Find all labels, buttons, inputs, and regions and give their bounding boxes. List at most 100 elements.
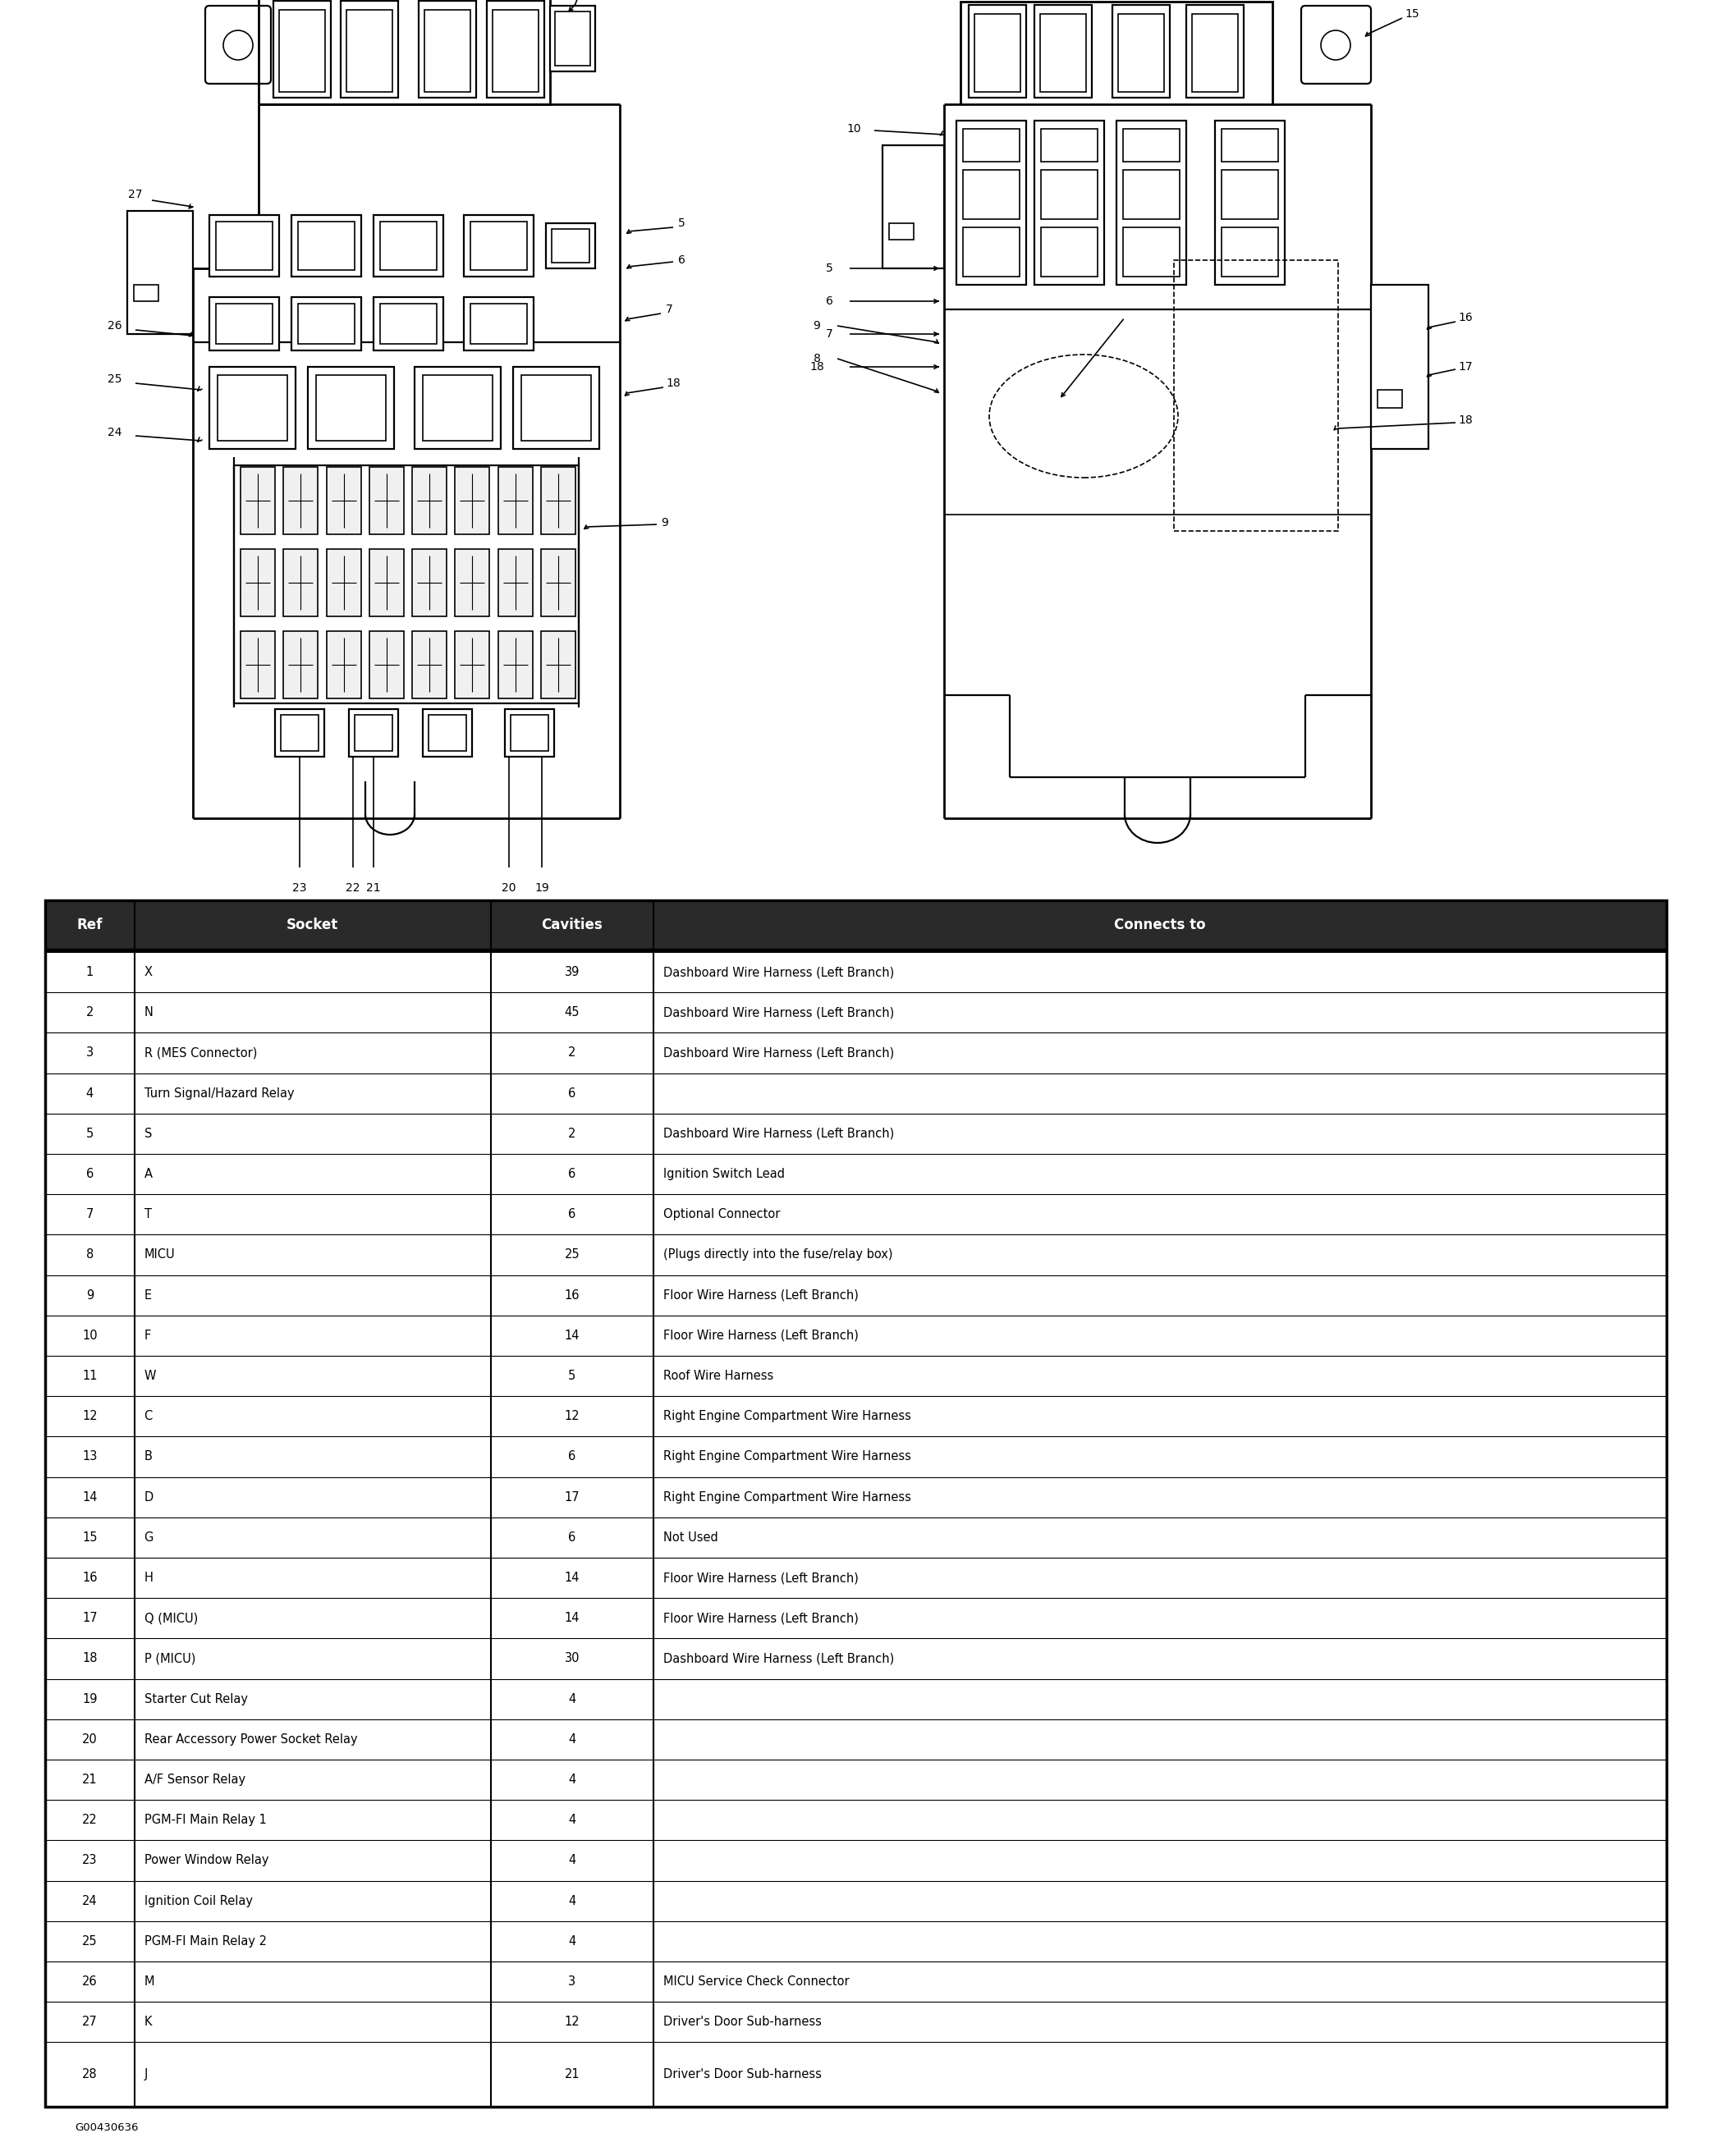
Bar bbox=[540, 632, 576, 699]
Bar bbox=[279, 11, 325, 93]
Text: 4: 4 bbox=[568, 1813, 576, 1826]
Text: 4: 4 bbox=[568, 1895, 576, 1908]
Bar bbox=[284, 632, 318, 699]
Bar bbox=[347, 11, 392, 93]
Text: 18: 18 bbox=[1459, 414, 1472, 427]
Text: G00430636: G00430636 bbox=[75, 2122, 139, 2132]
Text: 4: 4 bbox=[568, 1733, 576, 1746]
Text: Ref: Ref bbox=[77, 918, 103, 931]
Text: 7: 7 bbox=[665, 304, 672, 315]
Bar bbox=[327, 468, 361, 535]
Bar bbox=[513, 367, 598, 448]
Bar bbox=[1221, 170, 1277, 220]
Text: 5: 5 bbox=[826, 263, 833, 274]
Bar bbox=[552, 229, 590, 263]
Bar bbox=[369, 468, 404, 535]
Text: 17: 17 bbox=[564, 1492, 580, 1503]
Text: R (MES Connector): R (MES Connector) bbox=[144, 1048, 256, 1059]
Text: 22: 22 bbox=[82, 1813, 97, 1826]
Bar bbox=[1035, 4, 1093, 97]
Bar bbox=[209, 367, 296, 448]
Text: 12: 12 bbox=[564, 1410, 580, 1423]
Bar bbox=[540, 468, 576, 535]
Text: 3: 3 bbox=[568, 1975, 576, 1988]
Text: Dashboard Wire Harness (Left Branch): Dashboard Wire Harness (Left Branch) bbox=[663, 1651, 894, 1664]
Text: 12: 12 bbox=[564, 2016, 580, 2029]
Bar bbox=[327, 632, 361, 699]
Text: 14: 14 bbox=[564, 1330, 580, 1341]
Bar bbox=[1117, 121, 1187, 285]
Text: Q (MICU): Q (MICU) bbox=[144, 1613, 198, 1623]
Bar bbox=[298, 222, 354, 270]
Bar bbox=[44, 901, 1667, 949]
Bar bbox=[215, 304, 272, 343]
Text: Turn Signal/Hazard Relay: Turn Signal/Hazard Relay bbox=[144, 1087, 294, 1100]
Text: 14: 14 bbox=[564, 1572, 580, 1585]
Text: 9: 9 bbox=[86, 1289, 94, 1302]
Bar bbox=[470, 304, 527, 343]
Text: 17: 17 bbox=[82, 1613, 97, 1623]
Bar bbox=[1187, 4, 1243, 97]
Bar bbox=[422, 375, 492, 440]
Text: Cavities: Cavities bbox=[542, 918, 602, 931]
Text: Connects to: Connects to bbox=[1113, 918, 1206, 931]
Text: 8: 8 bbox=[814, 354, 821, 364]
Bar bbox=[1378, 390, 1402, 407]
Bar bbox=[258, 0, 551, 103]
Bar bbox=[1113, 4, 1170, 97]
Bar bbox=[354, 716, 392, 750]
Bar bbox=[291, 298, 361, 351]
Text: Ignition Switch Lead: Ignition Switch Lead bbox=[663, 1169, 785, 1179]
Text: Floor Wire Harness (Left Branch): Floor Wire Harness (Left Branch) bbox=[663, 1330, 858, 1341]
Bar bbox=[298, 304, 354, 343]
Text: 4: 4 bbox=[568, 1854, 576, 1867]
Text: F: F bbox=[144, 1330, 150, 1341]
Bar bbox=[1041, 226, 1098, 276]
Bar bbox=[551, 6, 595, 71]
Text: W: W bbox=[144, 1369, 156, 1382]
Text: 13: 13 bbox=[82, 1451, 97, 1464]
Text: M: M bbox=[144, 1975, 154, 1988]
Text: 6: 6 bbox=[568, 1451, 576, 1464]
Text: 6: 6 bbox=[86, 1169, 94, 1179]
Bar bbox=[316, 375, 386, 440]
Text: K: K bbox=[144, 2016, 152, 2029]
Text: C: C bbox=[144, 1410, 152, 1423]
Bar bbox=[498, 632, 532, 699]
Text: 2: 2 bbox=[568, 1128, 576, 1141]
Text: H: H bbox=[144, 1572, 154, 1585]
Text: Ignition Coil Relay: Ignition Coil Relay bbox=[144, 1895, 253, 1908]
Bar bbox=[340, 0, 398, 97]
Text: 7: 7 bbox=[826, 328, 833, 341]
Text: 5: 5 bbox=[86, 1128, 94, 1141]
Text: Dashboard Wire Harness (Left Branch): Dashboard Wire Harness (Left Branch) bbox=[663, 1007, 894, 1020]
Bar bbox=[291, 216, 361, 276]
Bar bbox=[209, 298, 279, 351]
Text: N: N bbox=[144, 1007, 154, 1020]
Text: Dashboard Wire Harness (Left Branch): Dashboard Wire Harness (Left Branch) bbox=[663, 1048, 894, 1059]
Bar bbox=[963, 170, 1019, 220]
Text: Starter Cut Relay: Starter Cut Relay bbox=[144, 1692, 248, 1705]
Bar bbox=[241, 550, 275, 617]
Text: 18: 18 bbox=[82, 1651, 97, 1664]
Text: 21: 21 bbox=[366, 882, 381, 895]
Text: 6: 6 bbox=[568, 1207, 576, 1220]
Bar bbox=[545, 224, 595, 267]
Text: 14: 14 bbox=[82, 1492, 97, 1503]
Bar bbox=[412, 550, 446, 617]
Text: 17: 17 bbox=[1459, 360, 1472, 373]
Text: PGM-FI Main Relay 1: PGM-FI Main Relay 1 bbox=[144, 1813, 267, 1826]
Text: A/F Sensor Relay: A/F Sensor Relay bbox=[144, 1774, 245, 1785]
Bar bbox=[522, 375, 592, 440]
Bar bbox=[209, 216, 279, 276]
Text: 25: 25 bbox=[82, 1936, 97, 1947]
Text: 21: 21 bbox=[82, 1774, 97, 1785]
Bar bbox=[429, 716, 467, 750]
Bar bbox=[470, 222, 527, 270]
Bar bbox=[1221, 226, 1277, 276]
Text: Right Engine Compartment Wire Harness: Right Engine Compartment Wire Harness bbox=[663, 1492, 911, 1503]
Bar bbox=[963, 226, 1019, 276]
Text: 39: 39 bbox=[564, 966, 580, 979]
Bar bbox=[889, 224, 913, 239]
Text: (Plugs directly into the fuse/relay box): (Plugs directly into the fuse/relay box) bbox=[663, 1248, 893, 1261]
